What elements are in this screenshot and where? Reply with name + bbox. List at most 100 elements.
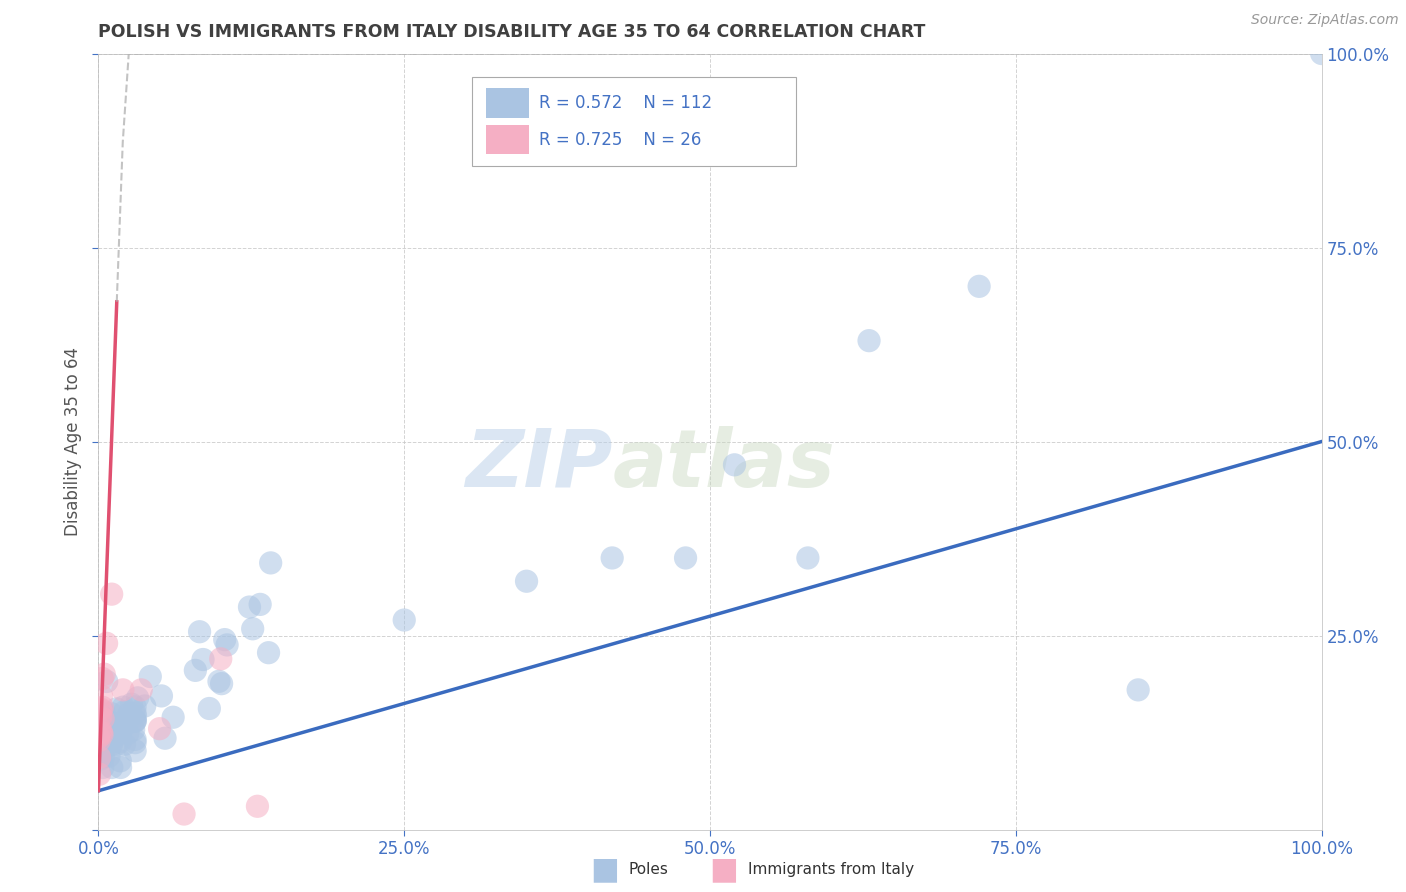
Point — [93, 667, 115, 681]
Point — [209, 652, 232, 666]
Point — [89, 721, 111, 735]
Point — [124, 744, 146, 758]
Point — [96, 674, 118, 689]
Point — [90, 731, 112, 745]
Point — [93, 749, 115, 764]
Point — [91, 712, 114, 726]
Point — [90, 730, 112, 744]
Point — [90, 710, 112, 724]
Point — [134, 698, 156, 713]
Point — [93, 734, 115, 748]
Point — [260, 556, 283, 570]
Point — [124, 706, 146, 720]
Point — [93, 734, 115, 748]
Point — [89, 725, 111, 739]
Point — [89, 750, 111, 764]
Point — [90, 716, 112, 731]
Text: R = 0.725    N = 26: R = 0.725 N = 26 — [538, 130, 702, 149]
Point — [105, 738, 128, 752]
Point — [211, 676, 233, 690]
Point — [111, 717, 134, 731]
Point — [111, 722, 134, 736]
Point — [149, 722, 172, 736]
Y-axis label: Disability Age 35 to 64: Disability Age 35 to 64 — [63, 347, 82, 536]
Point — [96, 713, 118, 727]
Point — [94, 711, 117, 725]
Point — [98, 732, 121, 747]
FancyBboxPatch shape — [486, 125, 529, 154]
Point — [87, 716, 110, 731]
Text: R = 0.572    N = 112: R = 0.572 N = 112 — [538, 95, 711, 112]
Point — [93, 742, 115, 756]
Point — [797, 551, 820, 566]
Point — [515, 574, 537, 589]
Point — [101, 731, 124, 746]
Point — [112, 700, 135, 714]
Point — [153, 731, 176, 746]
Point — [208, 674, 231, 689]
Point — [257, 646, 280, 660]
Point — [110, 754, 132, 768]
Point — [101, 735, 124, 749]
Point — [184, 664, 207, 678]
Point — [96, 729, 118, 743]
Text: atlas: atlas — [612, 425, 835, 504]
Point — [91, 728, 114, 742]
Point — [90, 716, 112, 731]
Point — [110, 722, 132, 736]
Point — [91, 760, 114, 774]
Point — [90, 725, 112, 739]
Point — [91, 737, 114, 751]
Point — [94, 738, 117, 752]
Point — [112, 714, 135, 728]
Point — [188, 624, 211, 639]
Point — [90, 735, 112, 749]
Point — [89, 733, 111, 747]
Point — [246, 799, 269, 814]
Point — [91, 672, 114, 686]
Point — [108, 734, 131, 748]
Point — [675, 551, 697, 566]
Text: ZIP: ZIP — [465, 425, 612, 504]
Point — [118, 706, 141, 721]
Point — [87, 709, 110, 723]
Point — [129, 682, 152, 697]
Point — [94, 731, 117, 746]
Point — [139, 669, 162, 683]
Text: Immigrants from Italy: Immigrants from Italy — [748, 863, 914, 877]
Point — [214, 632, 236, 647]
Point — [124, 709, 146, 723]
Point — [90, 730, 112, 744]
Point — [91, 727, 114, 741]
Point — [100, 738, 122, 752]
Point — [87, 728, 110, 742]
Point — [96, 636, 118, 650]
Point — [723, 458, 745, 472]
Point — [90, 752, 112, 766]
Point — [87, 717, 110, 731]
Point — [967, 279, 990, 293]
Point — [104, 729, 127, 743]
Point — [124, 699, 146, 714]
Point — [124, 714, 146, 728]
Point — [89, 717, 111, 731]
Point — [98, 719, 121, 733]
Point — [103, 719, 125, 733]
Point — [101, 728, 124, 742]
Point — [97, 731, 120, 746]
Point — [173, 807, 195, 822]
Point — [90, 703, 112, 717]
Point — [217, 638, 239, 652]
Point — [90, 744, 112, 758]
Point — [114, 737, 136, 751]
Point — [238, 600, 260, 615]
Point — [198, 701, 221, 715]
Point — [1128, 682, 1150, 697]
Point — [89, 732, 111, 747]
FancyBboxPatch shape — [471, 77, 796, 166]
Point — [107, 726, 129, 740]
Point — [89, 702, 111, 716]
Point — [98, 749, 121, 764]
Point — [392, 613, 416, 627]
Point — [96, 716, 118, 731]
